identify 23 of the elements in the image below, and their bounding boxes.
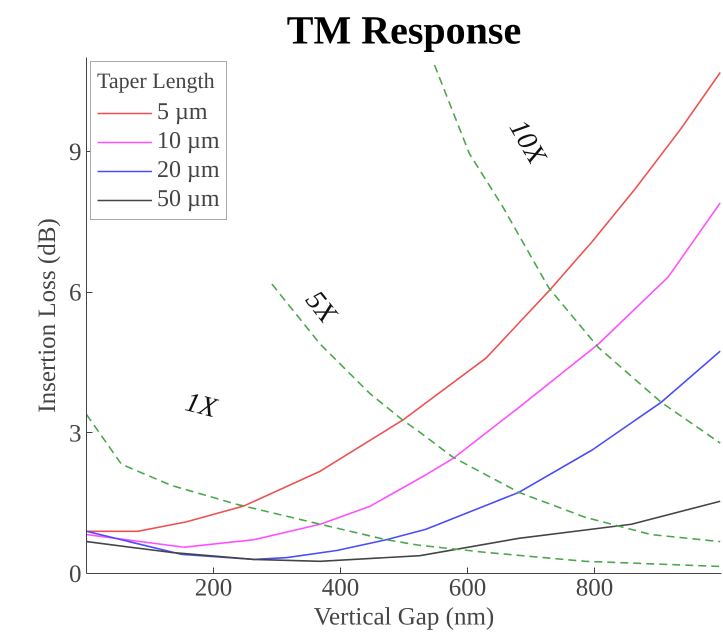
legend-title: Taper Length [97, 68, 216, 94]
y-tick-label: 9 [69, 138, 82, 166]
annotation: 10X [502, 114, 553, 170]
y-axis-title: Insertion Loss (dB) [34, 218, 61, 413]
y-tick-label: 3 [69, 420, 82, 448]
legend-label: 5 µm [157, 99, 208, 126]
chart-title: TM Response [286, 8, 522, 52]
legend-label: 20 µm [157, 157, 220, 184]
line-series [434, 64, 722, 444]
x-tick-label: 800 [576, 574, 614, 602]
y-tick-label: 0 [69, 561, 82, 588]
x-tick-label: 600 [448, 574, 486, 602]
line-series [86, 72, 722, 532]
annotation: 5X [299, 285, 344, 330]
legend-label: 10 µm [157, 128, 220, 155]
line-series [86, 350, 722, 560]
x-tick-label: 400 [322, 574, 360, 602]
legend-label: 50 µm [157, 186, 220, 213]
y-tick-label: 6 [69, 280, 82, 307]
annotation: 1X [182, 386, 221, 424]
line-series [271, 283, 722, 542]
x-axis-title: Vertical Gap (nm) [314, 604, 494, 630]
x-tick-label: 200 [194, 574, 232, 602]
